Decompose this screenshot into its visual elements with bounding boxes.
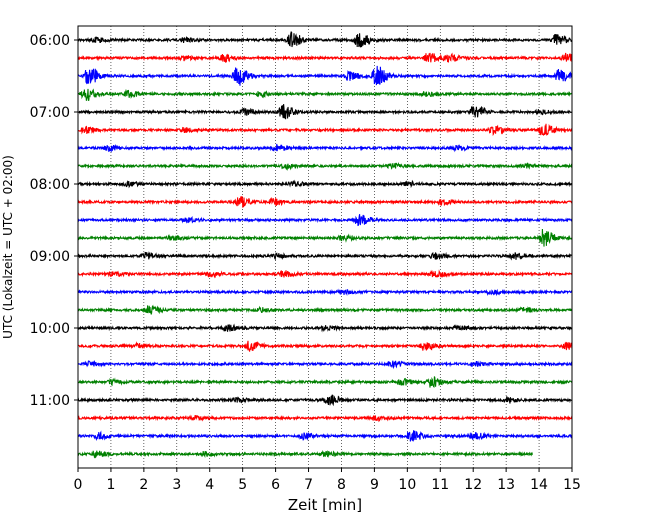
x-tick-label: 15 — [563, 477, 581, 493]
x-tick-label: 7 — [304, 477, 313, 493]
y-tick-label: 10:00 — [30, 321, 70, 337]
seismogram-trace — [77, 104, 573, 120]
y-axis-label: UTC (Lokalzeit = UTC + 02:00) — [1, 155, 15, 339]
seismogram-trace — [77, 340, 573, 352]
x-axis-label: Zeit [min] — [288, 496, 362, 514]
seismogram-trace — [77, 323, 573, 333]
x-tick-label: 12 — [464, 477, 482, 493]
seismogram-trace — [77, 359, 573, 370]
x-tick-label: 14 — [530, 477, 548, 493]
y-tick-label: 08:00 — [30, 177, 70, 193]
x-tick-label: 3 — [172, 477, 181, 493]
seismogram-trace — [77, 251, 573, 261]
seismogram-trace — [77, 228, 573, 247]
seismogram-trace — [77, 376, 573, 388]
seismogram-trace — [77, 430, 573, 442]
seismogram-trace — [77, 196, 573, 208]
seismogram-trace — [77, 414, 573, 423]
seismogram-trace — [77, 288, 573, 297]
y-tick-label: 07:00 — [30, 105, 70, 121]
seismogram-trace — [77, 450, 534, 459]
seismogram-traces — [77, 31, 573, 459]
x-tick-label: 2 — [139, 477, 148, 493]
seismogram-trace — [77, 214, 573, 227]
y-tick-label: 06:00 — [30, 33, 70, 49]
y-axis-ticks: 06:00 07:00 08:00 09:00 10:00 11:00 — [30, 33, 78, 409]
plot-frame — [77, 25, 573, 469]
x-tick-label: 10 — [398, 477, 416, 493]
seismogram-trace — [77, 52, 573, 64]
x-tick-label: 8 — [337, 477, 346, 493]
seismogram-trace — [77, 143, 573, 153]
seismogram-trace — [77, 304, 573, 315]
x-tick-label: 13 — [497, 477, 515, 493]
seismogram-trace — [77, 394, 573, 407]
x-tick-label: 0 — [74, 477, 83, 493]
seismogram-trace — [77, 179, 573, 189]
x-tick-label: 9 — [370, 477, 379, 493]
x-tick-label: 4 — [205, 477, 214, 493]
seismogram-trace — [77, 269, 573, 279]
x-tick-label: 5 — [238, 477, 247, 493]
seismogram-trace — [77, 65, 573, 86]
seismogram-trace — [77, 162, 573, 171]
seismogram-trace — [77, 123, 573, 137]
seismogram-trace — [77, 31, 573, 48]
seismogram-trace — [77, 88, 573, 101]
x-tick-label: 11 — [431, 477, 449, 493]
x-axis-ticks: 0 1 2 3 4 5 6 7 8 9 10 11 12 13 14 15 — [74, 468, 581, 493]
x-tick-label: 1 — [106, 477, 115, 493]
y-tick-label: 11:00 — [30, 393, 70, 409]
y-tick-label: 09:00 — [30, 249, 70, 265]
x-tick-label: 6 — [271, 477, 280, 493]
